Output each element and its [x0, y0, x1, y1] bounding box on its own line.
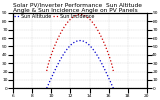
- Sun Altitude: [46, 88, 48, 89]
- Sun Altitude: [79, 40, 81, 41]
- Sun Incidence: [57, 38, 59, 40]
- Line: Sun Incidence: Sun Incidence: [47, 15, 113, 71]
- Line: Sun Altitude: Sun Altitude: [47, 41, 113, 88]
- Legend: Sun Altitude, Sun Incidence: Sun Altitude, Sun Incidence: [14, 13, 95, 19]
- Sun Incidence: [46, 70, 48, 72]
- Sun Altitude: [73, 42, 75, 43]
- Sun Altitude: [72, 42, 74, 43]
- Sun Altitude: [112, 88, 114, 89]
- Sun Altitude: [92, 49, 94, 50]
- Sun Altitude: [57, 64, 59, 65]
- Sun Incidence: [92, 22, 94, 24]
- Sun Altitude: [110, 82, 112, 83]
- Sun Incidence: [72, 16, 74, 17]
- Sun Altitude: [84, 42, 86, 43]
- Sun Incidence: [79, 14, 81, 15]
- Sun Incidence: [112, 70, 114, 72]
- Sun Incidence: [84, 16, 86, 17]
- Sun Incidence: [110, 61, 112, 62]
- Text: Solar PV/Inverter Performance  Sun Altitude Angle & Sun Incidence Angle on PV Pa: Solar PV/Inverter Performance Sun Altitu…: [13, 2, 142, 13]
- Sun Incidence: [73, 16, 75, 17]
